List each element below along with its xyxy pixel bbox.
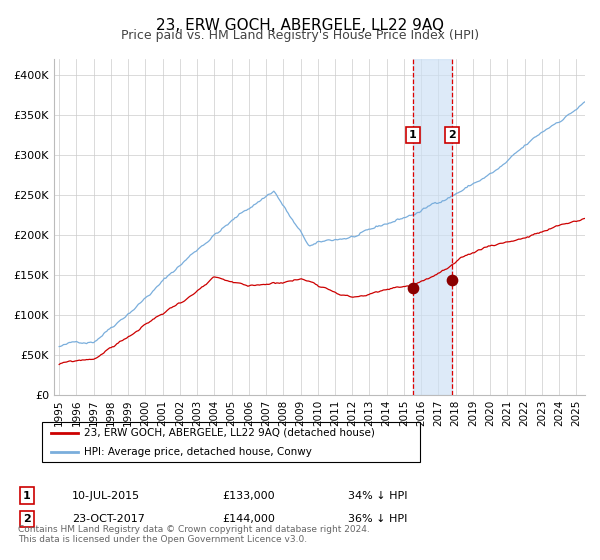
- Text: 23-OCT-2017: 23-OCT-2017: [72, 514, 145, 524]
- Text: 2: 2: [449, 130, 456, 140]
- Text: 1: 1: [409, 130, 417, 140]
- Text: Price paid vs. HM Land Registry's House Price Index (HPI): Price paid vs. HM Land Registry's House …: [121, 29, 479, 42]
- Text: 1: 1: [23, 491, 31, 501]
- Text: 2: 2: [23, 514, 31, 524]
- Text: HPI: Average price, detached house, Conwy: HPI: Average price, detached house, Conw…: [83, 446, 311, 456]
- Text: 34% ↓ HPI: 34% ↓ HPI: [348, 491, 407, 501]
- Point: [448, 275, 457, 284]
- Bar: [413, 59, 452, 395]
- Text: 36% ↓ HPI: 36% ↓ HPI: [348, 514, 407, 524]
- Text: 23, ERW GOCH, ABERGELE, LL22 9AQ (detached house): 23, ERW GOCH, ABERGELE, LL22 9AQ (detach…: [83, 428, 374, 438]
- Text: Contains HM Land Registry data © Crown copyright and database right 2024.
This d: Contains HM Land Registry data © Crown c…: [18, 525, 370, 544]
- Text: £133,000: £133,000: [222, 491, 275, 501]
- Text: £144,000: £144,000: [222, 514, 275, 524]
- Point: [408, 284, 418, 293]
- Text: 10-JUL-2015: 10-JUL-2015: [72, 491, 140, 501]
- Text: 23, ERW GOCH, ABERGELE, LL22 9AQ: 23, ERW GOCH, ABERGELE, LL22 9AQ: [156, 18, 444, 34]
